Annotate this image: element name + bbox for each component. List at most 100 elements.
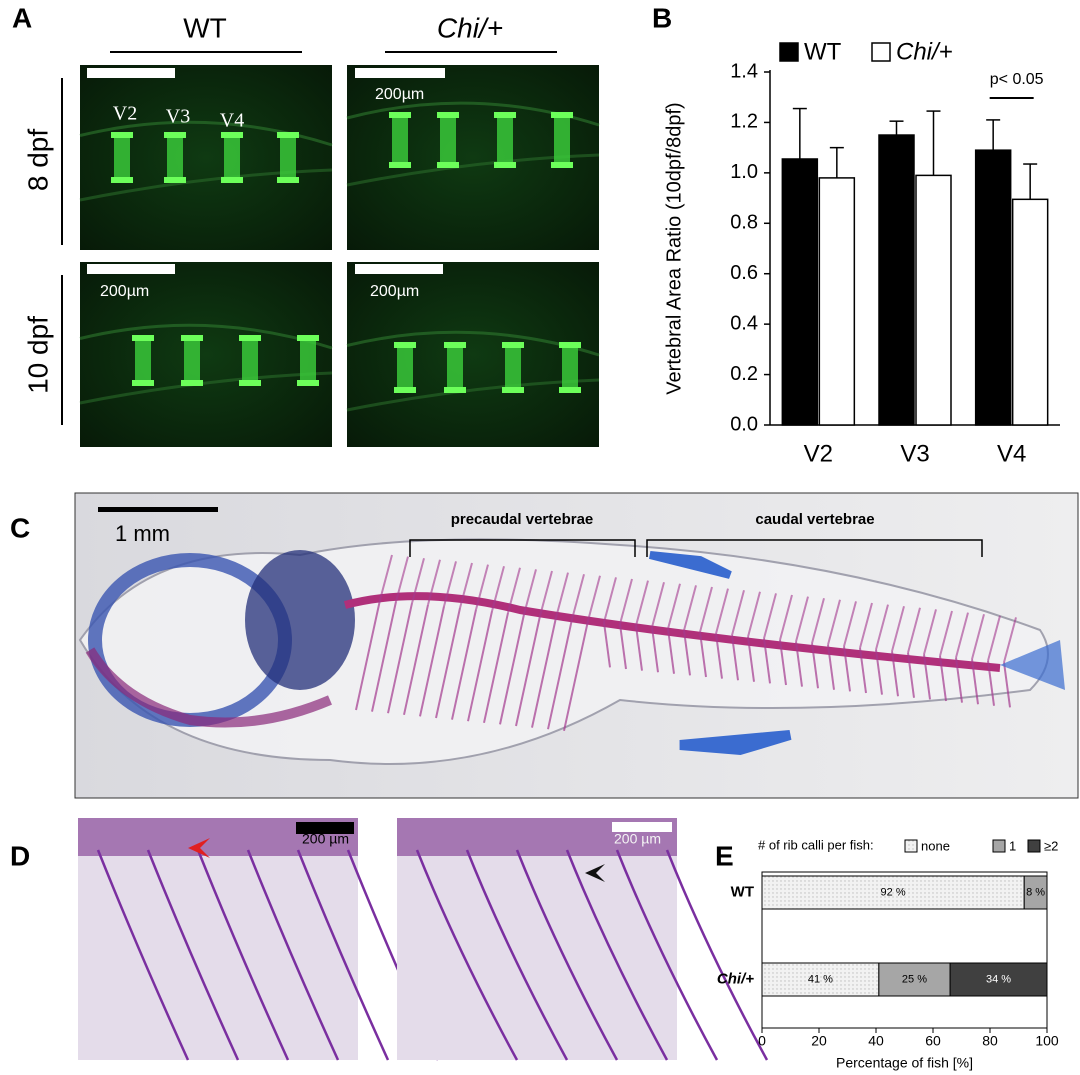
spine-process <box>587 575 601 622</box>
vertebra-edge <box>221 132 243 138</box>
scale-bar <box>355 68 445 78</box>
legend-swatch <box>992 839 1006 853</box>
x-axis-label: Percentage of fish [%] <box>836 1055 973 1071</box>
bar <box>781 158 819 426</box>
rib <box>811 643 819 689</box>
spine-process <box>875 604 889 650</box>
rib <box>619 623 627 670</box>
legend-label: Chi/+ <box>896 38 953 65</box>
spine-process <box>459 562 473 609</box>
value-label: 34 % <box>986 973 1011 985</box>
rib <box>419 606 445 717</box>
notochord <box>79 120 333 147</box>
spine-process <box>763 593 777 639</box>
bar-segment <box>878 962 951 997</box>
region-label: caudal vertebrae <box>755 511 874 528</box>
legend-label: WT <box>804 38 842 65</box>
y-tick-label: 0.6 <box>730 262 758 284</box>
scale-label: 200µm <box>100 283 149 300</box>
rib <box>467 610 493 722</box>
spine-process <box>923 609 937 655</box>
rib <box>683 630 691 676</box>
rib <box>651 627 659 673</box>
bar-segment <box>1023 875 1048 910</box>
value-label: 92 % <box>881 886 906 898</box>
rib <box>971 659 979 705</box>
vertebra-edge <box>132 335 154 341</box>
spine-process <box>379 554 393 601</box>
scale-bar <box>87 68 175 78</box>
vertebra-edge <box>502 387 524 393</box>
rib <box>715 633 723 679</box>
spine-process <box>891 605 905 652</box>
value-label: 8 % <box>1026 886 1045 898</box>
scale-label: 200µm <box>370 283 419 300</box>
annotation: p< 0.05 <box>990 71 1044 88</box>
photo <box>347 262 599 447</box>
rib <box>667 628 675 674</box>
bar-chart: B 0.0 0.2 0.4 0.6 0.8 1.0 1.2 1.4 Vertebral Area … <box>652 2 1060 467</box>
arrowhead <box>188 838 210 858</box>
panel-label: A <box>12 2 32 33</box>
rib <box>371 601 397 712</box>
spine-process <box>395 556 409 602</box>
rib <box>1003 662 1011 708</box>
bar <box>915 174 952 426</box>
vertebra-edge <box>394 387 416 393</box>
vertebra-edge <box>437 112 459 118</box>
spine-process <box>843 601 857 647</box>
spine-process <box>491 565 505 612</box>
legend-label: 1 <box>1009 838 1016 853</box>
vertebra <box>440 115 456 165</box>
rib <box>531 617 557 728</box>
rib <box>859 647 867 694</box>
bracket <box>409 539 636 557</box>
legend-label: ≥2 <box>1044 838 1058 853</box>
spine-process <box>555 572 569 618</box>
rib <box>96 849 190 1061</box>
spine-process <box>443 561 457 607</box>
spine-process <box>651 581 665 628</box>
category-label: Chi/+ <box>717 970 754 987</box>
legend-swatch <box>871 42 891 62</box>
region-label: precaudal vertebrae <box>451 511 594 528</box>
rib <box>515 849 619 1061</box>
row-label: 8 dpf <box>22 129 53 191</box>
rib <box>403 604 429 716</box>
bar-segment <box>949 962 1048 997</box>
rib <box>987 660 995 706</box>
vertebra-edge <box>297 380 319 386</box>
scale-bar <box>296 822 354 834</box>
scale-label: 1 mm <box>115 521 170 546</box>
spine-process <box>827 599 841 646</box>
x-tick-label: 0 <box>758 1033 766 1049</box>
vertebra-edge <box>164 132 186 138</box>
y-tick-label: 1.4 <box>730 60 758 82</box>
skull <box>245 550 355 690</box>
spine-process <box>939 610 953 657</box>
vertebra-edge <box>494 162 516 168</box>
arrowhead <box>585 864 605 882</box>
rib <box>923 654 931 700</box>
vertebra-edge <box>239 380 261 386</box>
vertebra-edge <box>132 380 154 386</box>
vertebra <box>397 345 413 390</box>
bar <box>974 149 1012 426</box>
spine-process <box>475 564 489 610</box>
vertebra <box>554 115 570 165</box>
vertebra-edge <box>551 162 573 168</box>
spine-process <box>571 573 585 620</box>
legend-swatch <box>904 839 918 853</box>
vertebra <box>392 115 408 165</box>
rib <box>747 636 755 682</box>
vertebra-edge <box>444 387 466 393</box>
spine-process <box>715 588 729 634</box>
vertebra <box>114 135 130 180</box>
rib <box>355 599 381 711</box>
micrographs <box>74 65 1079 1061</box>
vertebra <box>184 338 200 383</box>
vertebra-edge <box>494 112 516 118</box>
row-label: 10 dpf <box>22 316 53 394</box>
value-label: 41 % <box>808 973 833 985</box>
photo <box>78 818 358 1060</box>
